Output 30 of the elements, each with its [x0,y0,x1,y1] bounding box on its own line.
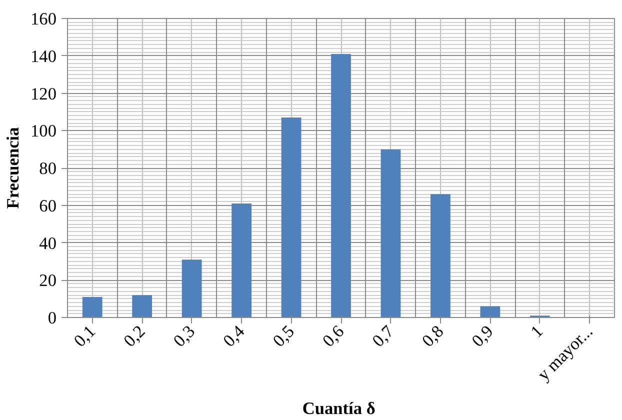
y-tick-label: 80 [39,159,56,178]
x-tick-label: 0,5 [269,322,298,351]
y-tick-label: 100 [30,122,57,141]
bar [82,296,102,318]
x-tick-label: 0,7 [368,322,398,351]
x-tick-label: 0,8 [418,322,448,351]
x-tick-label: 0,4 [220,322,248,351]
y-tick-label: 140 [30,46,57,66]
x-tick-label: 0,6 [318,322,348,351]
bar [232,204,252,318]
y-tick-label: 40 [39,234,56,253]
x-tick-label: 0,2 [120,322,149,351]
x-tick-label: 0,1 [70,322,100,351]
bar [430,194,450,318]
bar [132,295,152,318]
y-tick-label: 60 [39,196,56,216]
bar [331,54,351,318]
bar [182,260,202,318]
y-tick-label: 160 [30,10,57,28]
x-tick-label: 0,9 [468,322,497,351]
y-tick-label: 0 [48,308,57,328]
y-tick-label: 120 [30,84,57,104]
x-axis-title: Cuantía δ [302,398,376,418]
bar [480,306,500,318]
y-axis-title: Frecuencia [4,126,23,209]
bar [281,118,302,318]
y-tick-label: 20 [39,271,56,290]
x-tick-label: 0,3 [170,322,199,351]
x-tick-label: 1 [527,322,547,342]
bar [380,149,401,318]
